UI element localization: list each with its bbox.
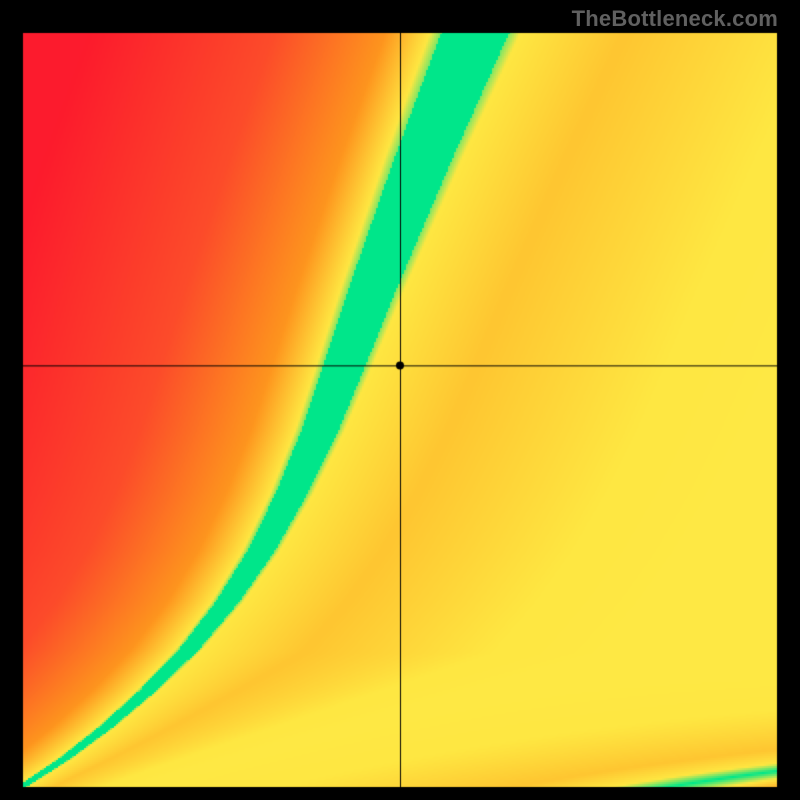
heatmap-canvas: [0, 0, 800, 800]
chart-container: TheBottleneck.com: [0, 0, 800, 800]
watermark-text: TheBottleneck.com: [572, 6, 778, 32]
